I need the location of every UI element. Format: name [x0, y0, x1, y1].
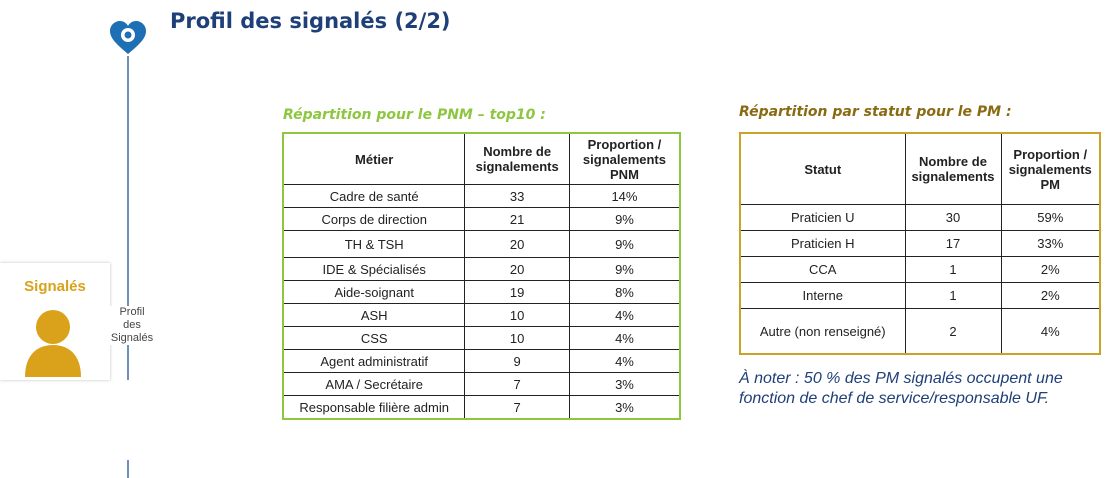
count-cell: 33: [464, 184, 570, 208]
table-row: Praticien H 17 33%: [739, 230, 1101, 257]
percent-cell: 14%: [568, 184, 681, 208]
count-cell: 19: [464, 280, 570, 304]
statut-cell: Praticien H: [739, 230, 906, 257]
table-row: Praticien U 30 59%: [739, 204, 1101, 231]
percent-cell: 59%: [1000, 204, 1101, 231]
pnm-table: Métier Nombre de signalements Proportion…: [282, 132, 681, 420]
pm-header-statut: Statut: [739, 132, 906, 205]
heart-icon: [110, 21, 146, 54]
card-label: Signalés: [24, 278, 86, 295]
pnm-header-row: Métier Nombre de signalements Proportion…: [282, 132, 681, 185]
table-row: Responsable filière admin 7 3%: [282, 395, 681, 420]
metier-cell: Agent administratif: [282, 349, 466, 373]
statut-cell: Interne: [739, 282, 906, 309]
table-row: CCA 1 2%: [739, 256, 1101, 283]
table-row: TH & TSH 20 9%: [282, 230, 681, 258]
percent-cell: 2%: [1000, 282, 1101, 309]
count-cell: 20: [464, 257, 570, 281]
percent-cell: 9%: [568, 207, 681, 231]
metier-cell: Corps de direction: [282, 207, 466, 231]
metier-cell: Responsable filière admin: [282, 395, 466, 420]
percent-cell: 4%: [568, 349, 681, 373]
pm-table: Statut Nombre de signalements Proportion…: [739, 132, 1101, 355]
pm-header-nombre: Nombre de signalements: [904, 132, 1002, 205]
timeline-line: [127, 56, 129, 478]
pm-caption: Répartition par statut pour le PM :: [739, 104, 1012, 120]
percent-cell: 4%: [1000, 308, 1101, 355]
timeline-label-line1: Profil: [119, 306, 145, 318]
percent-cell: 9%: [568, 257, 681, 281]
metier-cell: AMA / Secrétaire: [282, 372, 466, 396]
timeline-gap: [124, 380, 132, 460]
metier-cell: TH & TSH: [282, 230, 466, 258]
metier-cell: Cadre de santé: [282, 184, 466, 208]
count-cell: 20: [464, 230, 570, 258]
statut-cell: Autre (non renseigné): [739, 308, 906, 355]
count-cell: 10: [464, 303, 570, 327]
table-row: Agent administratif 9 4%: [282, 349, 681, 373]
pm-note: À noter : 50 % des PM signalés occupent …: [739, 370, 1063, 407]
count-cell: 1: [904, 256, 1002, 283]
metier-cell: IDE & Spécialisés: [282, 257, 466, 281]
signales-card: Signalés: [0, 263, 110, 380]
count-cell: 17: [904, 230, 1002, 257]
pm-header-proportion: Proportion / signalements PM: [1000, 132, 1101, 205]
count-cell: 30: [904, 204, 1002, 231]
count-cell: 9: [464, 349, 570, 373]
table-row: ASH 10 4%: [282, 303, 681, 327]
pm-header-row: Statut Nombre de signalements Proportion…: [739, 132, 1101, 205]
count-cell: 10: [464, 326, 570, 350]
percent-cell: 2%: [1000, 256, 1101, 283]
metier-cell: Aide-soignant: [282, 280, 466, 304]
table-row: Cadre de santé 33 14%: [282, 184, 681, 208]
table-row: Aide-soignant 19 8%: [282, 280, 681, 304]
count-cell: 1: [904, 282, 1002, 309]
table-row: IDE & Spécialisés 20 9%: [282, 257, 681, 281]
table-row: CSS 10 4%: [282, 326, 681, 350]
timeline-label-line3: Signalés: [110, 332, 154, 344]
percent-cell: 4%: [568, 326, 681, 350]
timeline-label: Profil des Signalés: [103, 306, 161, 345]
count-cell: 21: [464, 207, 570, 231]
pnm-caption: Répartition pour le PNM – top10 :: [283, 107, 546, 123]
table-row: AMA / Secrétaire 7 3%: [282, 372, 681, 396]
count-cell: 7: [464, 395, 570, 420]
percent-cell: 4%: [568, 303, 681, 327]
table-row: Interne 1 2%: [739, 282, 1101, 309]
percent-cell: 33%: [1000, 230, 1101, 257]
page-title: Profil des signalés (2/2): [170, 9, 451, 33]
percent-cell: 9%: [568, 230, 681, 258]
statut-cell: CCA: [739, 256, 906, 283]
count-cell: 7: [464, 372, 570, 396]
metier-cell: CSS: [282, 326, 466, 350]
percent-cell: 3%: [568, 395, 681, 420]
percent-cell: 8%: [568, 280, 681, 304]
table-row: Autre (non renseigné) 2 4%: [739, 308, 1101, 355]
count-cell: 2: [904, 308, 1002, 355]
statut-cell: Praticien U: [739, 204, 906, 231]
percent-cell: 3%: [568, 372, 681, 396]
pnm-header-nombre: Nombre de signalements: [464, 132, 570, 185]
metier-cell: ASH: [282, 303, 466, 327]
timeline-label-line2: des: [123, 319, 141, 331]
table-row: Corps de direction 21 9%: [282, 207, 681, 231]
pnm-header-proportion: Proportion / signalements PNM: [568, 132, 681, 185]
pnm-header-metier: Métier: [282, 132, 466, 185]
person-icon: [25, 310, 81, 377]
